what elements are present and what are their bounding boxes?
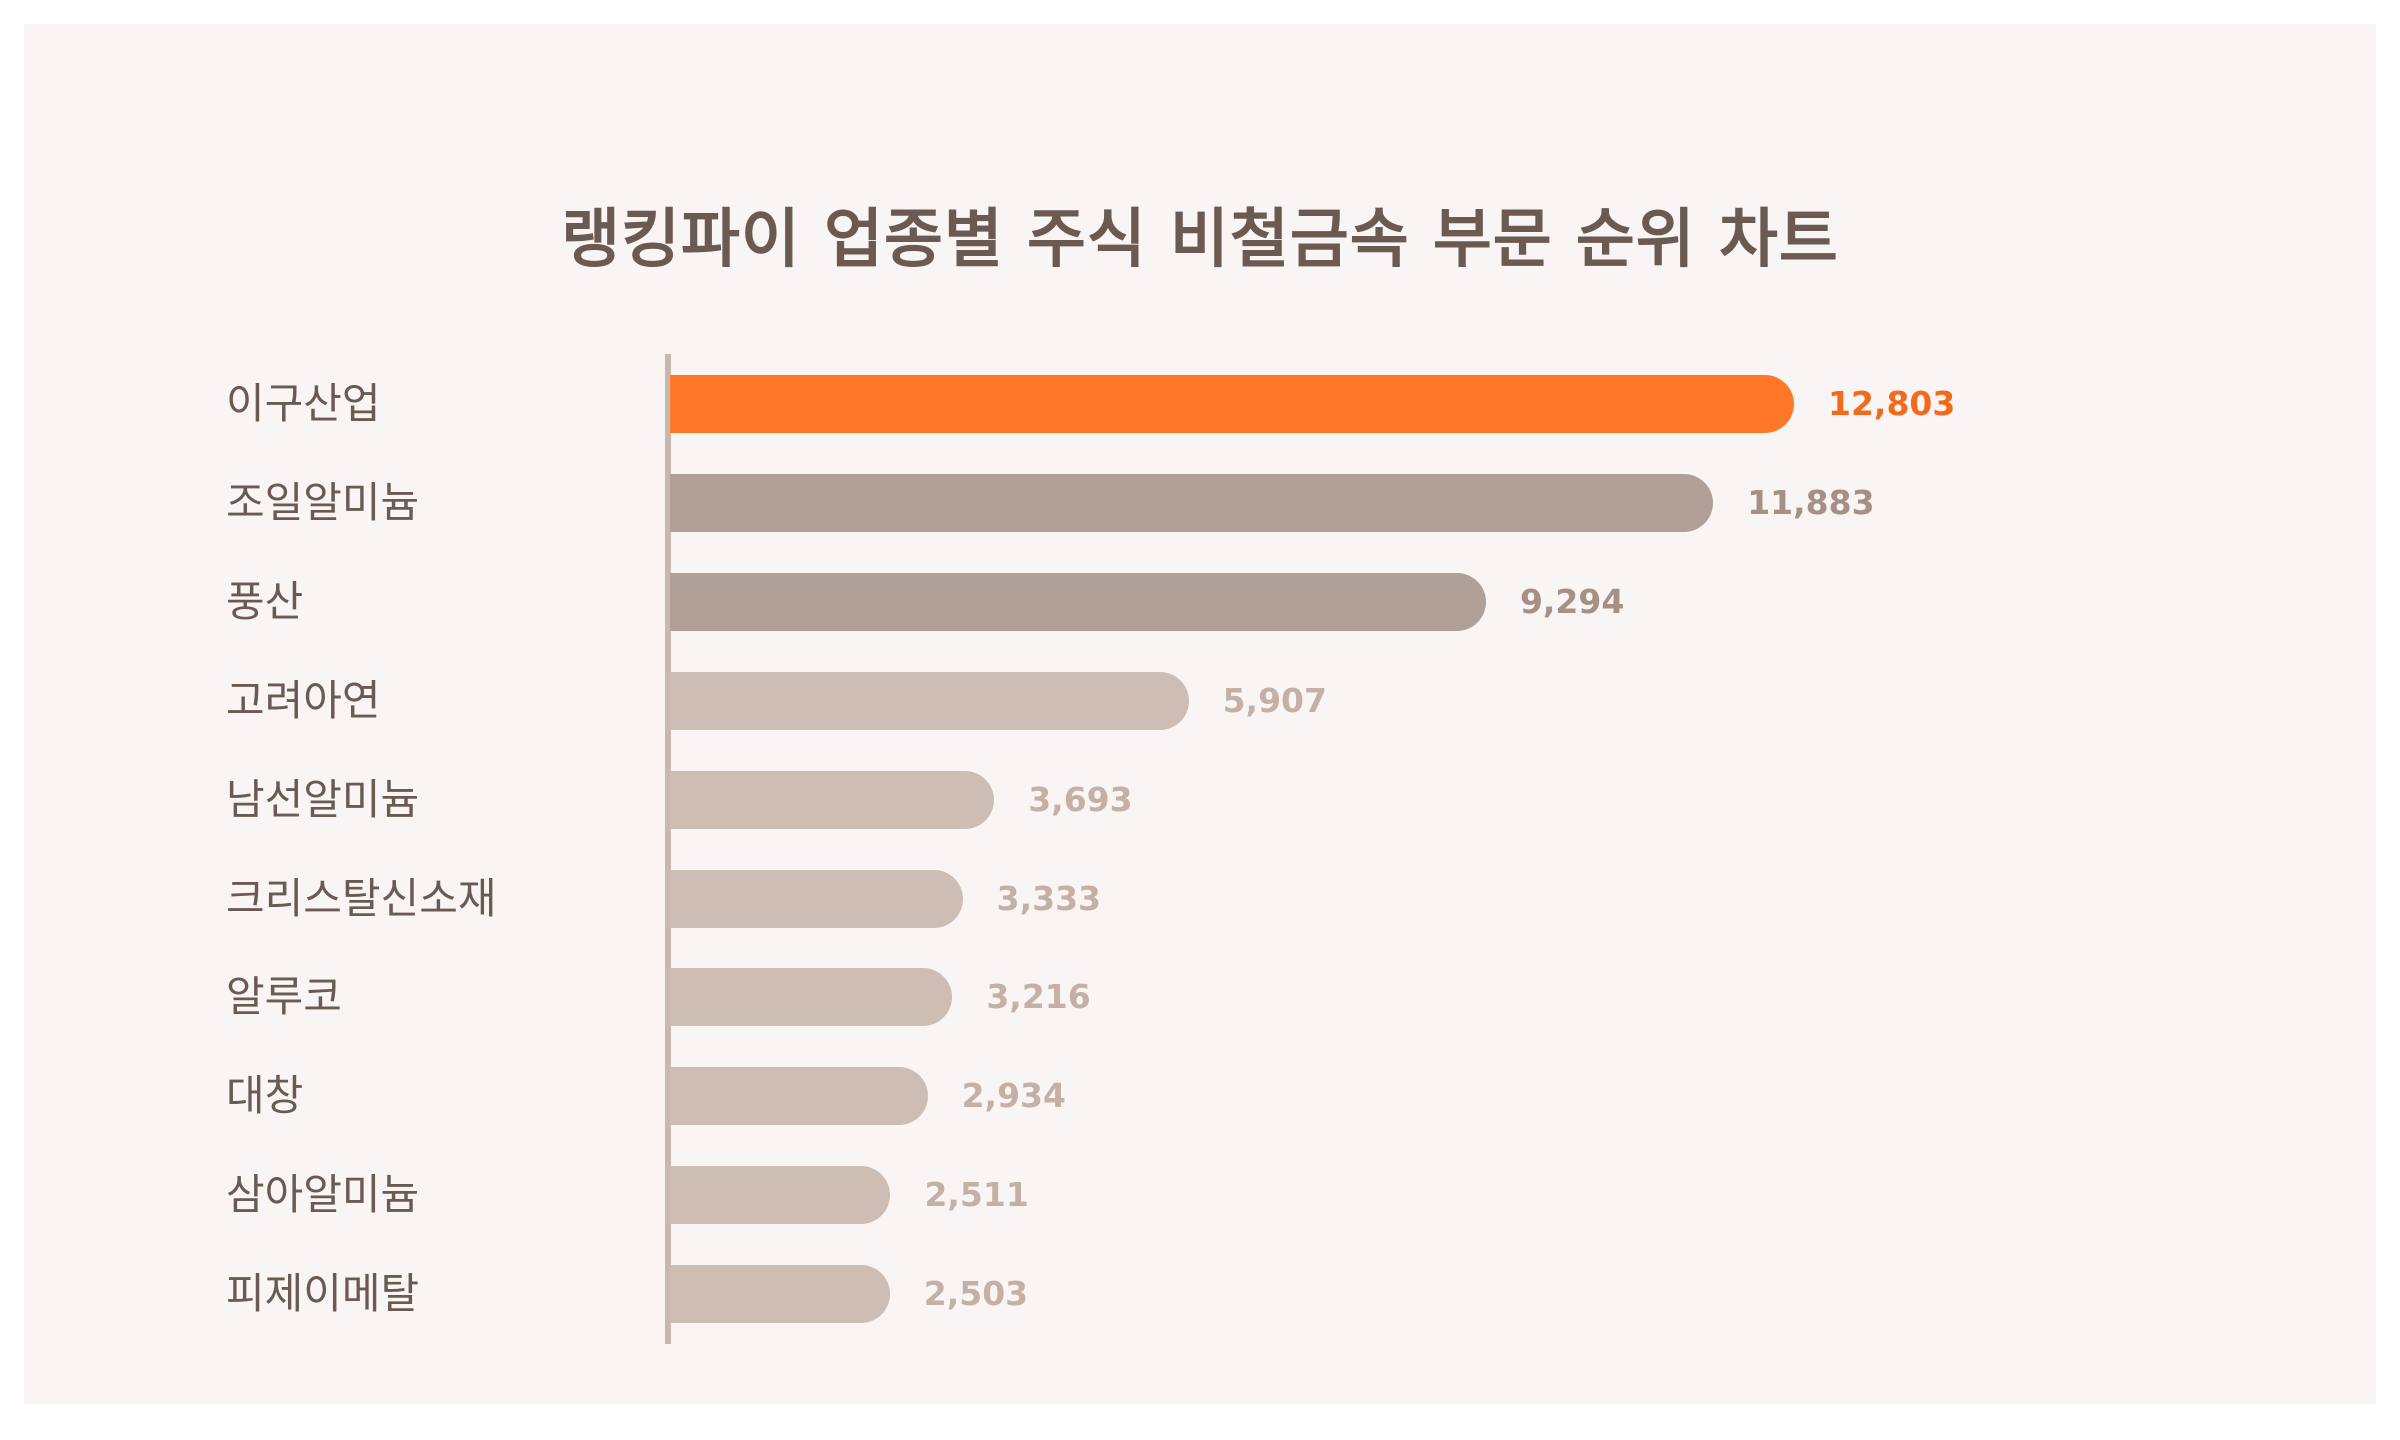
bar (670, 671, 1189, 730)
chart-panel (24, 24, 2376, 1404)
bar (670, 572, 1486, 631)
bar (670, 1067, 928, 1126)
bar (670, 473, 1714, 532)
value-label: 3,693 (1028, 779, 1133, 819)
category-label: 대창 (226, 1071, 304, 1121)
value-label: 5,907 (1222, 680, 1327, 720)
value-label: 2,503 (923, 1274, 1029, 1314)
bar (670, 869, 963, 928)
value-label: 3,216 (986, 977, 1091, 1017)
value-label: 2,511 (924, 1175, 1029, 1215)
value-label: 12,803 (1828, 384, 1956, 423)
value-label: 2,934 (961, 1076, 1066, 1116)
bar (670, 968, 953, 1027)
chart-title: 랭킹파이 업종별 주식 비철금속 부문 순위 차트 (561, 203, 1839, 277)
value-label: 9,294 (1519, 581, 1625, 621)
bar (670, 1166, 891, 1225)
category-label: 풍산 (226, 576, 304, 626)
category-label: 피제이메탈 (226, 1269, 420, 1319)
category-label: 크리스탈신소재 (226, 873, 497, 923)
value-label: 3,333 (996, 878, 1101, 918)
bar (670, 375, 1794, 433)
bar (670, 1265, 890, 1324)
category-label: 조일알미늄 (226, 477, 420, 527)
bar (670, 770, 995, 829)
category-label: 남선알미늄 (226, 774, 420, 824)
value-label: 11,883 (1747, 482, 1875, 522)
y-axis-line (665, 354, 671, 1344)
category-label: 이구산업 (226, 379, 381, 428)
category-label: 삼아알미늄 (226, 1170, 420, 1220)
category-label: 고려아연 (226, 675, 381, 725)
category-label: 알루코 (226, 972, 342, 1022)
